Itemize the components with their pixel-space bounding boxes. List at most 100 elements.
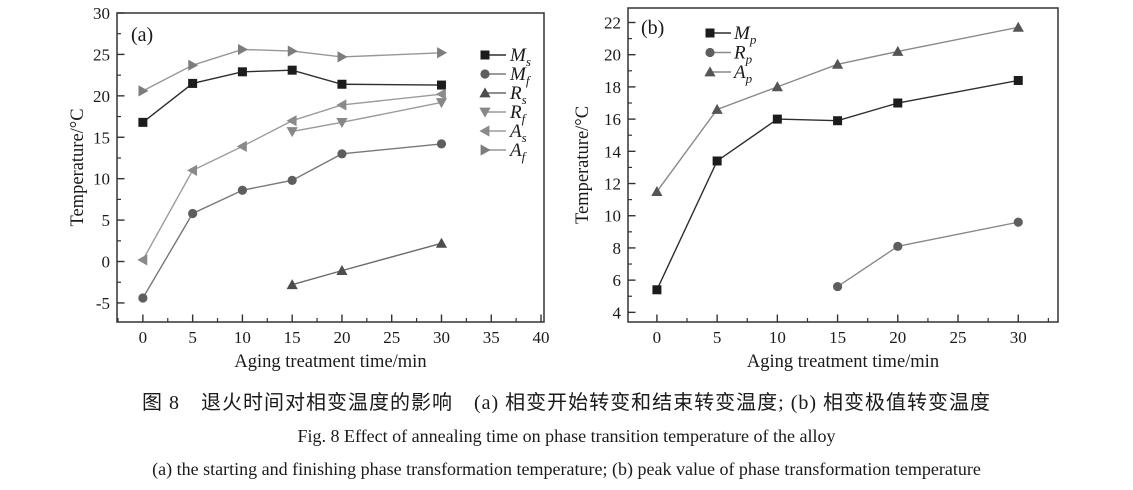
- series-Af-marker: [337, 51, 348, 63]
- series-Mf-marker: [138, 293, 148, 303]
- series-Mf-marker: [436, 139, 447, 149]
- y-tick-label: 5: [102, 211, 111, 230]
- series-Ms-line: [142, 69, 442, 123]
- y-tick-label: 16: [604, 110, 621, 129]
- y-tick-label: 12: [604, 175, 621, 194]
- series-Rs-marker: [286, 279, 298, 290]
- legend-marker-Ap: [704, 66, 716, 77]
- series-Mf-marker: [188, 208, 198, 219]
- series-Mp-marker: [772, 114, 782, 124]
- series-Rs-line: [291, 242, 442, 286]
- x-tick-label: 40: [533, 328, 550, 347]
- x-tick-label: 10: [769, 328, 786, 347]
- y-tick-label: 22: [604, 13, 621, 32]
- y-tick-label: 10: [93, 170, 110, 189]
- series-Mp-line: [656, 79, 1019, 291]
- series-Mp-marker: [833, 116, 843, 126]
- series-Mp-marker: [1013, 75, 1023, 85]
- series-Ap-marker: [771, 81, 783, 92]
- series-Mp-marker: [893, 98, 903, 108]
- series-As-marker: [236, 140, 247, 152]
- series-Rp-marker: [1013, 217, 1023, 227]
- x-tick-label: 5: [188, 328, 197, 347]
- series-Af-marker: [188, 59, 199, 71]
- x-tick-label: 25: [383, 328, 400, 347]
- panel-label: (a): [131, 24, 153, 46]
- plot-frame: [116, 12, 545, 323]
- series-As-marker: [336, 99, 347, 111]
- series-As-marker: [187, 164, 198, 176]
- x-tick-label: 0: [139, 328, 148, 347]
- legend-marker-Rp: [705, 47, 715, 58]
- legend-marker-Ms: [480, 50, 490, 60]
- legend-label-Ms: Ms: [509, 45, 531, 69]
- y-tick-label: 18: [604, 78, 621, 97]
- series-Ap-marker: [892, 45, 904, 56]
- y-tick-label: 20: [93, 87, 110, 106]
- series-Rs-marker: [336, 265, 348, 276]
- y-tick-label: 4: [613, 303, 622, 322]
- series-Ms-marker: [188, 78, 198, 88]
- x-tick-label: 30: [433, 328, 450, 347]
- y-axis-title: Temperature/°C: [68, 108, 88, 226]
- y-tick-label: 15: [93, 128, 110, 147]
- y-tick-label: 6: [613, 271, 622, 290]
- x-tick-label: 0: [653, 328, 662, 347]
- x-tick-label: 15: [829, 328, 846, 347]
- caption-chinese: 图 8 退火时间对相变温度的影响 (a) 相变开始转变和结束转变温度; (b) …: [141, 392, 992, 414]
- y-tick-label: 0: [102, 253, 111, 272]
- chart-a-phase-start-finish: 0 5 10 15 20 25 30 35 40 -5 0 5 10 15 20 25 30 Aging trea…: [68, 4, 550, 372]
- series-Mf-line: [142, 143, 442, 299]
- series-Ap-marker: [1012, 21, 1024, 32]
- legend-marker-Rs: [479, 87, 491, 98]
- series-Ms-marker: [436, 80, 446, 90]
- series-Af-marker: [138, 85, 149, 97]
- y-tick-label: 14: [604, 142, 622, 161]
- y-tick-label: 25: [93, 45, 110, 64]
- series-Rf-marker: [286, 127, 298, 138]
- series-As-marker: [286, 115, 297, 127]
- caption-english: Fig. 8 Effect of annealing time on phase…: [297, 426, 836, 446]
- series-Rp-marker: [893, 241, 903, 251]
- series-Ap-marker: [831, 58, 844, 69]
- series-Rf-marker: [435, 98, 448, 109]
- series-Ms-marker: [138, 117, 148, 127]
- x-tick-label: 30: [1010, 328, 1027, 347]
- caption-subcaption: (a) the starting and finishing phase tra…: [152, 459, 981, 479]
- series-Rf-marker: [336, 117, 348, 128]
- x-tick-label: 20: [889, 328, 906, 347]
- y-axis-title: Temperature/°C: [573, 106, 593, 224]
- series-Mf-marker: [237, 185, 248, 195]
- chart-b-phase-peak: 0 5 10 15 20 25 30 4 6 8 10 12 14 16 18 20 22 Aging treat…: [573, 7, 1059, 372]
- y-tick-label: -5: [96, 294, 110, 313]
- x-axis-title: Aging treatment time/min: [234, 352, 426, 372]
- series-Rp-line: [837, 221, 1019, 288]
- plot-frame: [627, 7, 1059, 323]
- x-tick-label: 35: [483, 328, 500, 347]
- x-axis-title: Aging treatment time/min: [747, 352, 939, 372]
- series-As-marker: [435, 88, 446, 100]
- legend-marker-Mf: [480, 69, 490, 79]
- series-Mf-marker: [337, 149, 347, 159]
- y-tick-label: 8: [613, 239, 622, 258]
- series-Mp-marker: [652, 285, 662, 295]
- x-tick-label: 15: [284, 328, 301, 347]
- y-tick-label: 10: [604, 207, 621, 226]
- series-Af-marker: [287, 45, 298, 57]
- legend-marker-Af: [480, 144, 491, 156]
- y-tick-label: 30: [93, 4, 110, 23]
- series-Rf-line: [292, 101, 442, 133]
- x-tick-label: 25: [950, 328, 967, 347]
- x-tick-label: 5: [713, 328, 722, 347]
- series-Af-line: [142, 48, 442, 92]
- series-Rs-marker: [435, 237, 448, 248]
- legend-marker-Mp: [705, 28, 715, 38]
- series-Ms-marker: [287, 65, 297, 75]
- x-tick-label: 20: [333, 328, 350, 347]
- series-Ap-marker: [651, 185, 663, 196]
- series-Ms-marker: [237, 67, 247, 77]
- series-Mp-marker: [712, 156, 722, 166]
- legend-marker-Rf: [479, 107, 491, 118]
- y-tick-label: 20: [604, 46, 621, 65]
